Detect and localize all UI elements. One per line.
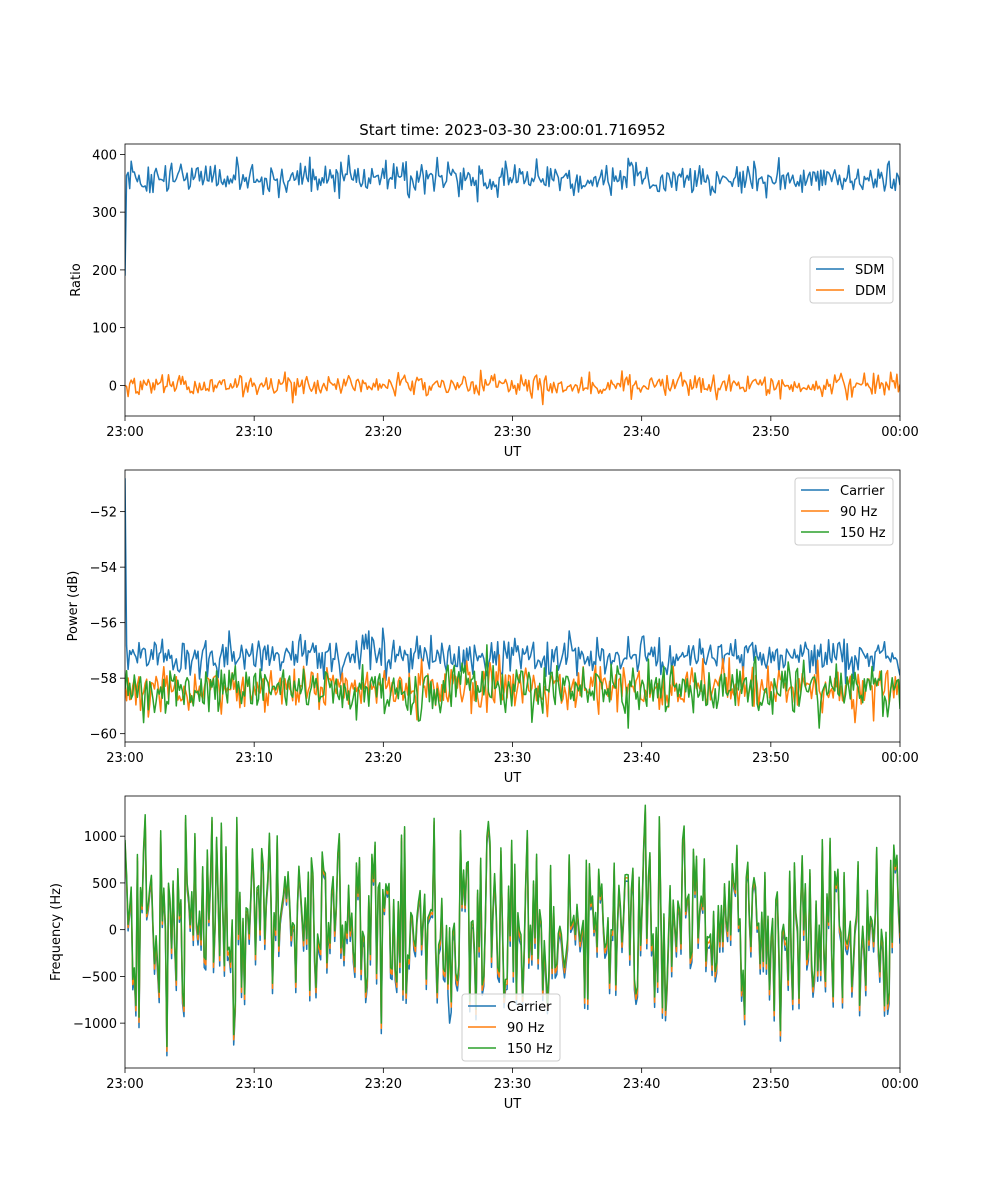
frequency-panel: 23:00 23:10 23:20 23:30 23:40 23:50 00:00 −1000… [49, 795, 919, 1112]
legend-label-carrier: Carrier [840, 484, 885, 499]
series-line-150-hz [125, 644, 900, 729]
x-axis-label: UT [504, 1097, 522, 1112]
x-tick-label: 23:50 [752, 425, 789, 440]
ratio-panel: 23:00 23:10 23:20 23:30 23:40 23:50 00:00 0 100 2… [69, 143, 919, 460]
legend-label-90-hz: 90 Hz [507, 1021, 544, 1036]
y-tick-label: −54 [90, 561, 117, 576]
figure-title: Start time: 2023-03-30 23:00:01.716952 [359, 121, 665, 139]
legend-box [461, 993, 561, 1062]
y-tick-label: −1000 [73, 1017, 117, 1032]
x-tick-label: 23:30 [494, 751, 531, 766]
x-tick-label: 23:20 [365, 425, 402, 440]
y-tick-label: 1000 [84, 830, 117, 845]
power-legend: Carrier 90 Hz 150 Hz [794, 477, 894, 546]
legend-label-90-hz: 90 Hz [840, 505, 877, 520]
power-panel: 23:00 23:10 23:20 23:30 23:40 23:50 00:00 −60 −5… [66, 469, 919, 786]
power-series-group [125, 478, 900, 729]
y-tick-label: 200 [92, 264, 117, 279]
y-tick-label: 400 [92, 148, 117, 163]
x-tick-label: 23:40 [623, 425, 660, 440]
x-tick-label: 00:00 [881, 1077, 918, 1092]
y-tick-label: 100 [92, 322, 117, 337]
legend-label-ddm: DDM [855, 284, 886, 299]
frequency-legend: Carrier 90 Hz 150 Hz [461, 993, 561, 1062]
y-axis-label: Ratio [69, 263, 84, 296]
y-tick-label: −56 [90, 617, 117, 632]
x-tick-label: 23:10 [235, 425, 272, 440]
y-tick-label: −500 [81, 970, 117, 985]
x-tick-label: 00:00 [881, 425, 918, 440]
y-tick-label: 0 [109, 924, 117, 939]
x-tick-label: 23:20 [365, 1077, 402, 1092]
y-tick-label: −60 [90, 728, 117, 743]
series-line-carrier [125, 478, 900, 685]
x-axis-label: UT [504, 445, 522, 460]
series-line-sdm [125, 154, 900, 276]
x-tick-label: 23:20 [365, 751, 402, 766]
frequency-series-group [125, 804, 900, 1057]
y-tick-label: 0 [109, 379, 117, 394]
ratio-legend: SDM DDM [809, 256, 894, 304]
legend-label-carrier: Carrier [507, 1000, 552, 1015]
series-line-150-hz [125, 804, 900, 1048]
legend-label-150-hz: 150 Hz [507, 1042, 553, 1057]
series-line-ddm [125, 369, 900, 406]
y-axis-label: Frequency (Hz) [49, 883, 64, 981]
x-tick-label: 23:40 [623, 751, 660, 766]
x-tick-label: 23:50 [752, 1077, 789, 1092]
y-tick-label: 500 [92, 877, 117, 892]
x-tick-label: 23:00 [106, 1077, 143, 1092]
x-tick-label: 23:30 [494, 425, 531, 440]
legend-box [794, 477, 894, 546]
y-tick-label: −58 [90, 672, 117, 687]
x-tick-label: 23:00 [106, 751, 143, 766]
x-tick-label: 23:00 [106, 425, 143, 440]
x-tick-label: 23:50 [752, 751, 789, 766]
x-tick-label: 00:00 [881, 751, 918, 766]
y-tick-label: −52 [90, 506, 117, 521]
x-tick-label: 23:10 [235, 1077, 272, 1092]
legend-label-sdm: SDM [855, 263, 884, 278]
x-tick-label: 23:40 [623, 1077, 660, 1092]
x-axis-label: UT [504, 771, 522, 786]
x-tick-label: 23:10 [235, 751, 272, 766]
x-tick-label: 23:30 [494, 1077, 531, 1092]
ratio-series-group [125, 154, 900, 406]
y-axis-label: Power (dB) [66, 571, 81, 642]
y-tick-label: 300 [92, 206, 117, 221]
legend-label-150-hz: 150 Hz [840, 526, 886, 541]
